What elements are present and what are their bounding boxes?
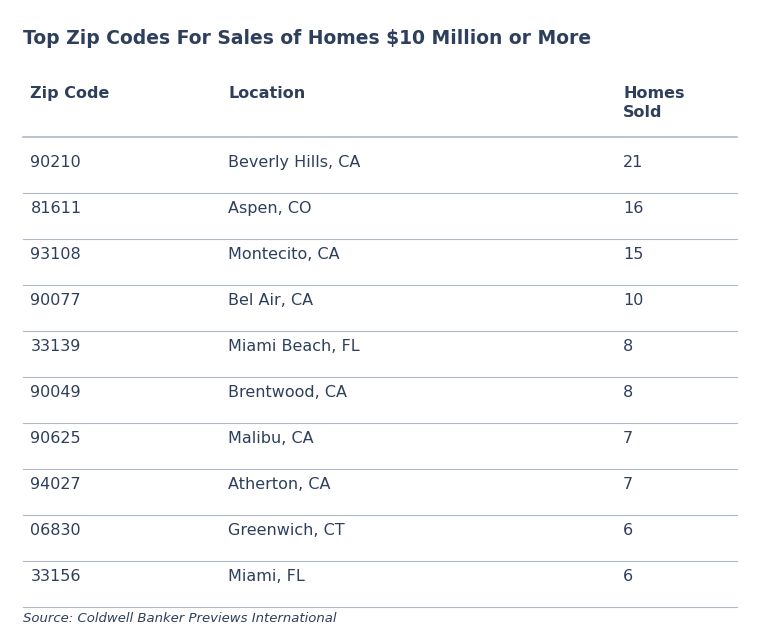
Text: Miami Beach, FL: Miami Beach, FL [228, 339, 359, 354]
Text: 33139: 33139 [30, 339, 81, 354]
Text: 10: 10 [623, 293, 644, 308]
Text: 7: 7 [623, 477, 633, 492]
Text: Atherton, CA: Atherton, CA [228, 477, 331, 492]
Text: 16: 16 [623, 201, 644, 216]
Text: Location: Location [228, 86, 306, 101]
Text: Greenwich, CT: Greenwich, CT [228, 523, 344, 538]
Text: 94027: 94027 [30, 477, 81, 492]
Text: 8: 8 [623, 385, 633, 400]
Text: Brentwood, CA: Brentwood, CA [228, 385, 347, 400]
Text: 7: 7 [623, 431, 633, 446]
Text: 81611: 81611 [30, 201, 81, 216]
Text: 90210: 90210 [30, 155, 81, 170]
Text: 90077: 90077 [30, 293, 81, 308]
Text: 33156: 33156 [30, 569, 81, 584]
Text: Miami, FL: Miami, FL [228, 569, 305, 584]
Text: 6: 6 [623, 569, 633, 584]
Text: Top Zip Codes For Sales of Homes $10 Million or More: Top Zip Codes For Sales of Homes $10 Mil… [23, 29, 591, 48]
Text: 21: 21 [623, 155, 644, 170]
Text: Source: Coldwell Banker Previews International: Source: Coldwell Banker Previews Interna… [23, 612, 336, 625]
Text: 90049: 90049 [30, 385, 81, 400]
Text: 8: 8 [623, 339, 633, 354]
Text: Bel Air, CA: Bel Air, CA [228, 293, 313, 308]
Text: 06830: 06830 [30, 523, 81, 538]
Text: 90625: 90625 [30, 431, 81, 446]
Text: 93108: 93108 [30, 247, 81, 262]
Text: Montecito, CA: Montecito, CA [228, 247, 340, 262]
Text: Zip Code: Zip Code [30, 86, 109, 101]
Text: Beverly Hills, CA: Beverly Hills, CA [228, 155, 360, 170]
Text: Aspen, CO: Aspen, CO [228, 201, 312, 216]
Text: 15: 15 [623, 247, 644, 262]
Text: Malibu, CA: Malibu, CA [228, 431, 314, 446]
Text: Homes
Sold: Homes Sold [623, 86, 685, 120]
Text: 6: 6 [623, 523, 633, 538]
